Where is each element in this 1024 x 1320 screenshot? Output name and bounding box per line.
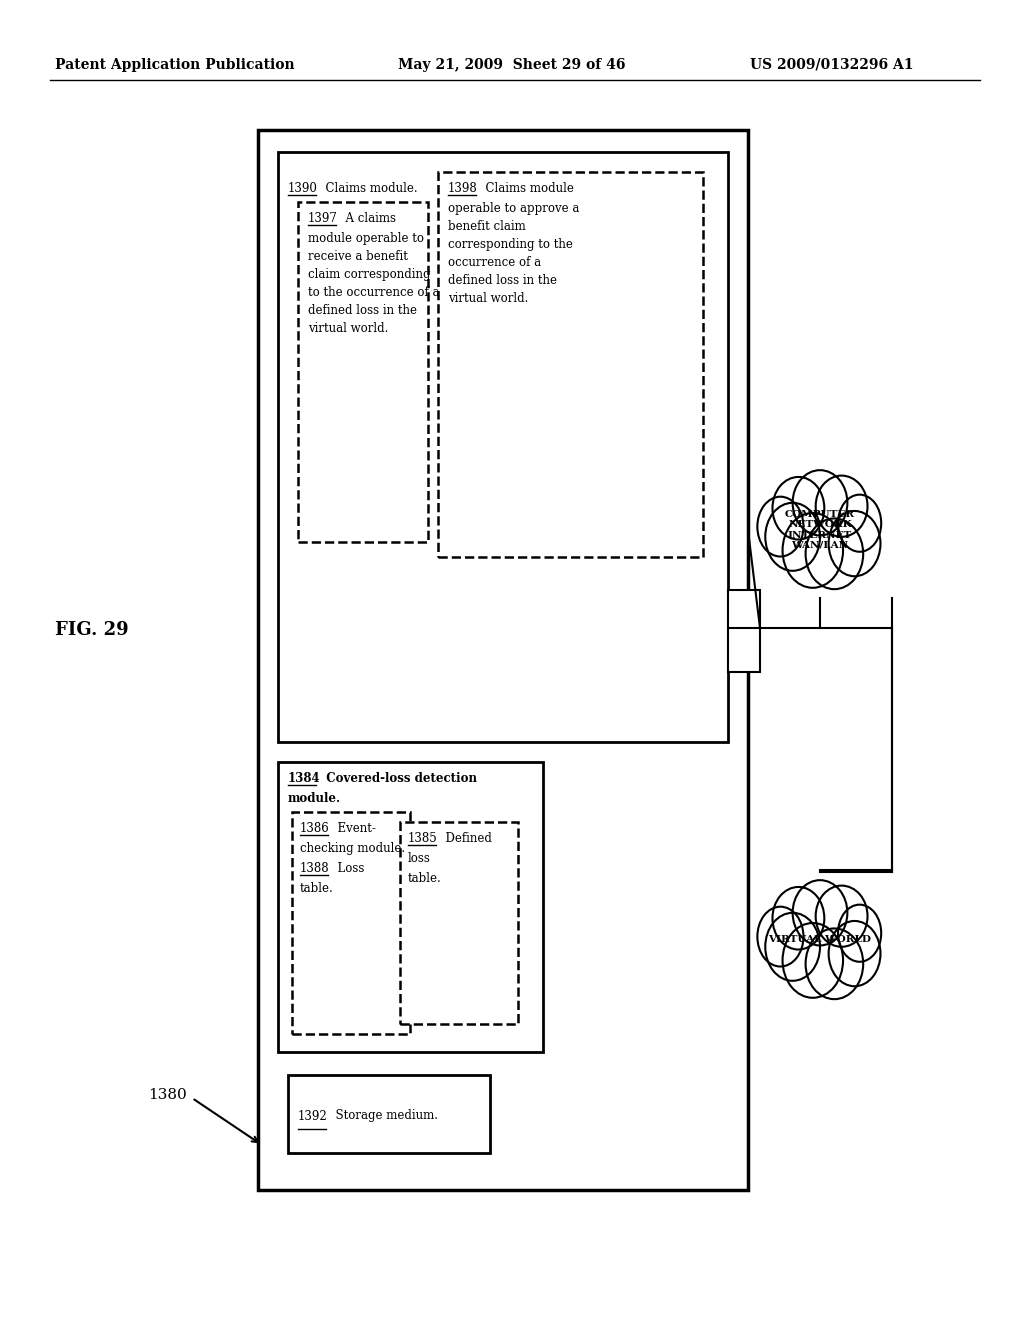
Text: WAN/LAN: WAN/LAN (792, 541, 849, 549)
Text: module operable to: module operable to (308, 232, 424, 246)
Bar (728, 590, 760, 672)
Text: 1386: 1386 (300, 822, 330, 836)
Text: loss: loss (408, 851, 431, 865)
Text: Loss: Loss (330, 862, 365, 875)
Text: table.: table. (408, 873, 441, 884)
Bar (278, 152, 728, 742)
Text: receive a benefit: receive a benefit (308, 249, 408, 263)
Text: corresponding to the: corresponding to the (449, 238, 572, 251)
Text: Patent Application Publication: Patent Application Publication (55, 58, 295, 73)
Text: COMPUTER: COMPUTER (785, 511, 855, 519)
Text: INTERNET: INTERNET (787, 531, 852, 540)
Text: 1384: 1384 (288, 772, 321, 785)
Text: 1390: 1390 (288, 182, 317, 195)
Text: 1385: 1385 (408, 832, 437, 845)
Text: Covered-loss detection: Covered-loss detection (318, 772, 477, 785)
Text: A claims: A claims (338, 213, 396, 224)
Ellipse shape (838, 904, 882, 962)
Ellipse shape (758, 907, 804, 966)
Ellipse shape (772, 477, 824, 540)
Ellipse shape (828, 921, 881, 986)
Text: VIRTUAL WORLD: VIRTUAL WORLD (768, 936, 871, 945)
Text: checking module.: checking module. (300, 842, 406, 855)
Ellipse shape (816, 475, 867, 537)
Text: 1398: 1398 (449, 182, 478, 195)
Ellipse shape (765, 503, 820, 570)
Text: 1392: 1392 (298, 1110, 328, 1122)
Text: FIG. 29: FIG. 29 (55, 620, 129, 639)
Text: defined loss in the: defined loss in the (449, 275, 557, 286)
Bar (298, 202, 428, 543)
Text: 1380: 1380 (148, 1088, 186, 1102)
Ellipse shape (758, 496, 804, 557)
Bar (278, 762, 543, 1052)
Ellipse shape (772, 887, 824, 949)
Text: occurrence of a: occurrence of a (449, 256, 541, 269)
Text: virtual world.: virtual world. (308, 322, 388, 335)
Text: Storage medium.: Storage medium. (328, 1110, 438, 1122)
Ellipse shape (806, 519, 863, 589)
Text: Defined: Defined (438, 832, 492, 845)
Text: benefit claim: benefit claim (449, 220, 525, 234)
Text: May 21, 2009  Sheet 29 of 46: May 21, 2009 Sheet 29 of 46 (398, 58, 626, 73)
Text: claim corresponding: claim corresponding (308, 268, 430, 281)
Bar (288, 1074, 490, 1152)
Text: US 2009/0132296 A1: US 2009/0132296 A1 (750, 58, 913, 73)
Text: module.: module. (288, 792, 341, 805)
Text: virtual world.: virtual world. (449, 292, 528, 305)
Ellipse shape (782, 513, 843, 587)
Bar (292, 812, 410, 1034)
Ellipse shape (765, 913, 820, 981)
Text: Claims module.: Claims module. (318, 182, 418, 195)
Text: NETWORK: NETWORK (788, 520, 852, 529)
Ellipse shape (782, 923, 843, 998)
Text: 1397: 1397 (308, 213, 338, 224)
Ellipse shape (828, 511, 881, 577)
Text: operable to approve a: operable to approve a (449, 202, 580, 215)
Text: to the occurrence of a: to the occurrence of a (308, 286, 439, 300)
Text: defined loss in the: defined loss in the (308, 304, 417, 317)
Ellipse shape (793, 880, 848, 945)
Text: Claims module: Claims module (478, 182, 573, 195)
Ellipse shape (838, 495, 882, 552)
Text: 1388: 1388 (300, 862, 330, 875)
Bar (400, 822, 518, 1024)
Text: table.: table. (300, 882, 334, 895)
Bar (438, 172, 703, 557)
Bar (258, 129, 748, 1191)
Ellipse shape (793, 470, 848, 536)
Ellipse shape (816, 886, 867, 946)
Ellipse shape (806, 928, 863, 999)
Text: Event-: Event- (330, 822, 376, 836)
